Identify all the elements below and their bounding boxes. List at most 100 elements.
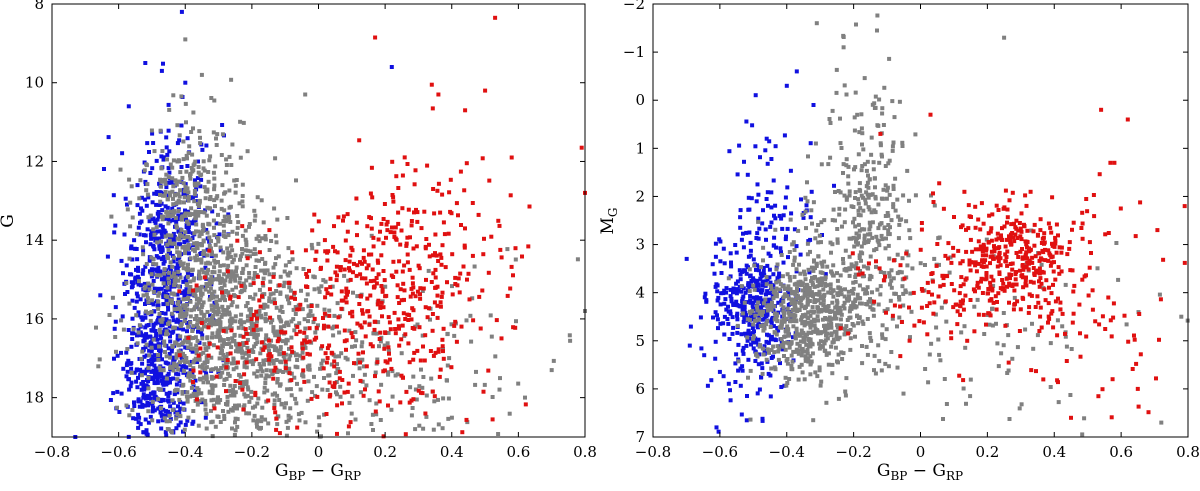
right-point-gray-832 <box>861 195 865 200</box>
left-point-gray-1513 <box>173 193 177 198</box>
left-point-red-590 <box>520 254 524 259</box>
right-point-blue-330 <box>718 302 723 307</box>
left-point-blue-840 <box>150 217 155 221</box>
left-point-blue-391 <box>162 277 167 282</box>
left-point-blue-497 <box>150 409 155 414</box>
left-point-gray-758 <box>134 313 139 318</box>
left-point-red-436 <box>387 320 392 325</box>
left-point-gray-1524 <box>209 252 214 257</box>
right-point-blue-240 <box>734 291 739 296</box>
right-point-gray-1102 <box>875 28 879 33</box>
left-point-gray-1544 <box>376 320 381 325</box>
left-point-red-377 <box>347 259 352 264</box>
left-point-red-584 <box>470 201 475 205</box>
left-point-gray-1437 <box>212 98 217 103</box>
left-point-blue-640 <box>160 379 165 384</box>
left-point-gray-1126 <box>224 308 229 313</box>
left-point-gray-1328 <box>158 128 163 133</box>
left-point-red-256 <box>358 272 363 277</box>
left-point-red-555 <box>481 389 486 394</box>
left-point-gray-459 <box>121 327 126 332</box>
right-point-gray-582 <box>813 236 818 241</box>
left-x-axis-label: GBP − GRP <box>275 461 361 483</box>
right-point-gray-401 <box>835 300 840 305</box>
right-point-gray-232 <box>787 345 792 350</box>
left-point-gray-628 <box>255 195 260 200</box>
left-point-red-516 <box>276 336 281 341</box>
right-point-gray-762 <box>910 266 915 271</box>
left-point-red-497 <box>191 368 196 373</box>
left-point-gray-1672 <box>350 344 354 349</box>
right-point-gray-992 <box>996 364 1001 369</box>
right-point-red-183 <box>980 253 985 258</box>
right-point-gray-132 <box>788 318 793 323</box>
left-point-gray-392 <box>223 278 228 283</box>
left-point-gray-1112 <box>271 328 276 333</box>
left-point-red-194 <box>411 285 416 290</box>
left-point-gray-667 <box>219 314 224 319</box>
left-point-gray-1467 <box>197 129 202 134</box>
left-point-gray-809 <box>300 350 305 355</box>
right-point-gray-625 <box>803 195 808 200</box>
left-point-blue-116 <box>125 290 130 294</box>
left-point-red-435 <box>356 351 361 356</box>
right-point-gray-201 <box>764 275 769 279</box>
right-point-gray-842 <box>875 13 880 18</box>
right-point-blue-171 <box>748 248 753 253</box>
right-point-blue-58 <box>807 270 812 275</box>
left-point-red-424 <box>396 317 401 322</box>
right-point-gray-191 <box>794 267 799 272</box>
left-point-gray-856 <box>265 343 269 348</box>
left-point-red-172 <box>418 358 423 363</box>
left-point-gray-181 <box>212 176 217 181</box>
left-point-gray-333 <box>337 330 342 335</box>
left-point-gray-389 <box>160 317 165 322</box>
left-point-gray-861 <box>320 358 325 363</box>
left-point-gray-129 <box>261 220 266 225</box>
left-point-blue-873 <box>181 279 186 284</box>
right-point-gray-729 <box>880 323 885 328</box>
left-point-blue-145 <box>136 328 141 333</box>
right-point-gray-965 <box>886 232 891 236</box>
left-point-red-518 <box>243 327 248 332</box>
left-point-gray-1291 <box>215 132 220 137</box>
left-point-blue-280 <box>138 220 142 225</box>
right-point-red-87 <box>1031 266 1036 270</box>
left-point-gray-896 <box>146 409 151 414</box>
left-point-blue-760 <box>220 123 225 127</box>
left-point-gray-688 <box>272 297 277 302</box>
right-point-red-197 <box>994 203 999 208</box>
left-point-blue-117 <box>143 417 148 422</box>
left-point-gray-45 <box>209 274 214 279</box>
right-point-blue-112 <box>699 346 704 351</box>
left-point-blue-672 <box>136 397 141 402</box>
right-point-gray-669 <box>889 278 894 283</box>
right-point-blue-249 <box>766 297 771 302</box>
left-point-gray-339 <box>193 294 198 299</box>
left-point-gray-889 <box>297 321 302 326</box>
left-point-gray-1363 <box>169 233 174 238</box>
left-point-red-46 <box>372 278 377 283</box>
right-point-gray-701 <box>797 262 801 267</box>
left-point-gray-1471 <box>223 190 228 195</box>
left-point-blue-635 <box>171 359 176 363</box>
left-point-red-176 <box>400 269 405 274</box>
left-point-gray-640 <box>186 190 191 195</box>
left-point-red-239 <box>303 248 308 253</box>
left-point-gray-258 <box>184 311 189 316</box>
right-point-red-181 <box>1010 231 1015 235</box>
left-chart: −0.8 −0.6 −0.4 −0.2 0 0.2 0.4 0.6 0.881012141618… <box>0 0 597 483</box>
left-point-gray-372 <box>202 312 207 317</box>
left-point-blue-84 <box>163 288 168 293</box>
right-point-gray-736 <box>829 269 834 274</box>
left-point-gray-1113 <box>302 317 307 322</box>
left-point-gray-589 <box>217 317 222 322</box>
left-point-gray-1053 <box>372 331 377 336</box>
right-point-gray-667 <box>870 235 875 240</box>
right-point-gray-920 <box>859 168 864 173</box>
right-point-red-200 <box>1024 256 1029 261</box>
right-point-gray-364 <box>786 333 791 338</box>
left-point-gray-843 <box>233 390 238 395</box>
left-point-blue-597 <box>154 336 158 340</box>
left-point-blue-608 <box>168 380 172 385</box>
